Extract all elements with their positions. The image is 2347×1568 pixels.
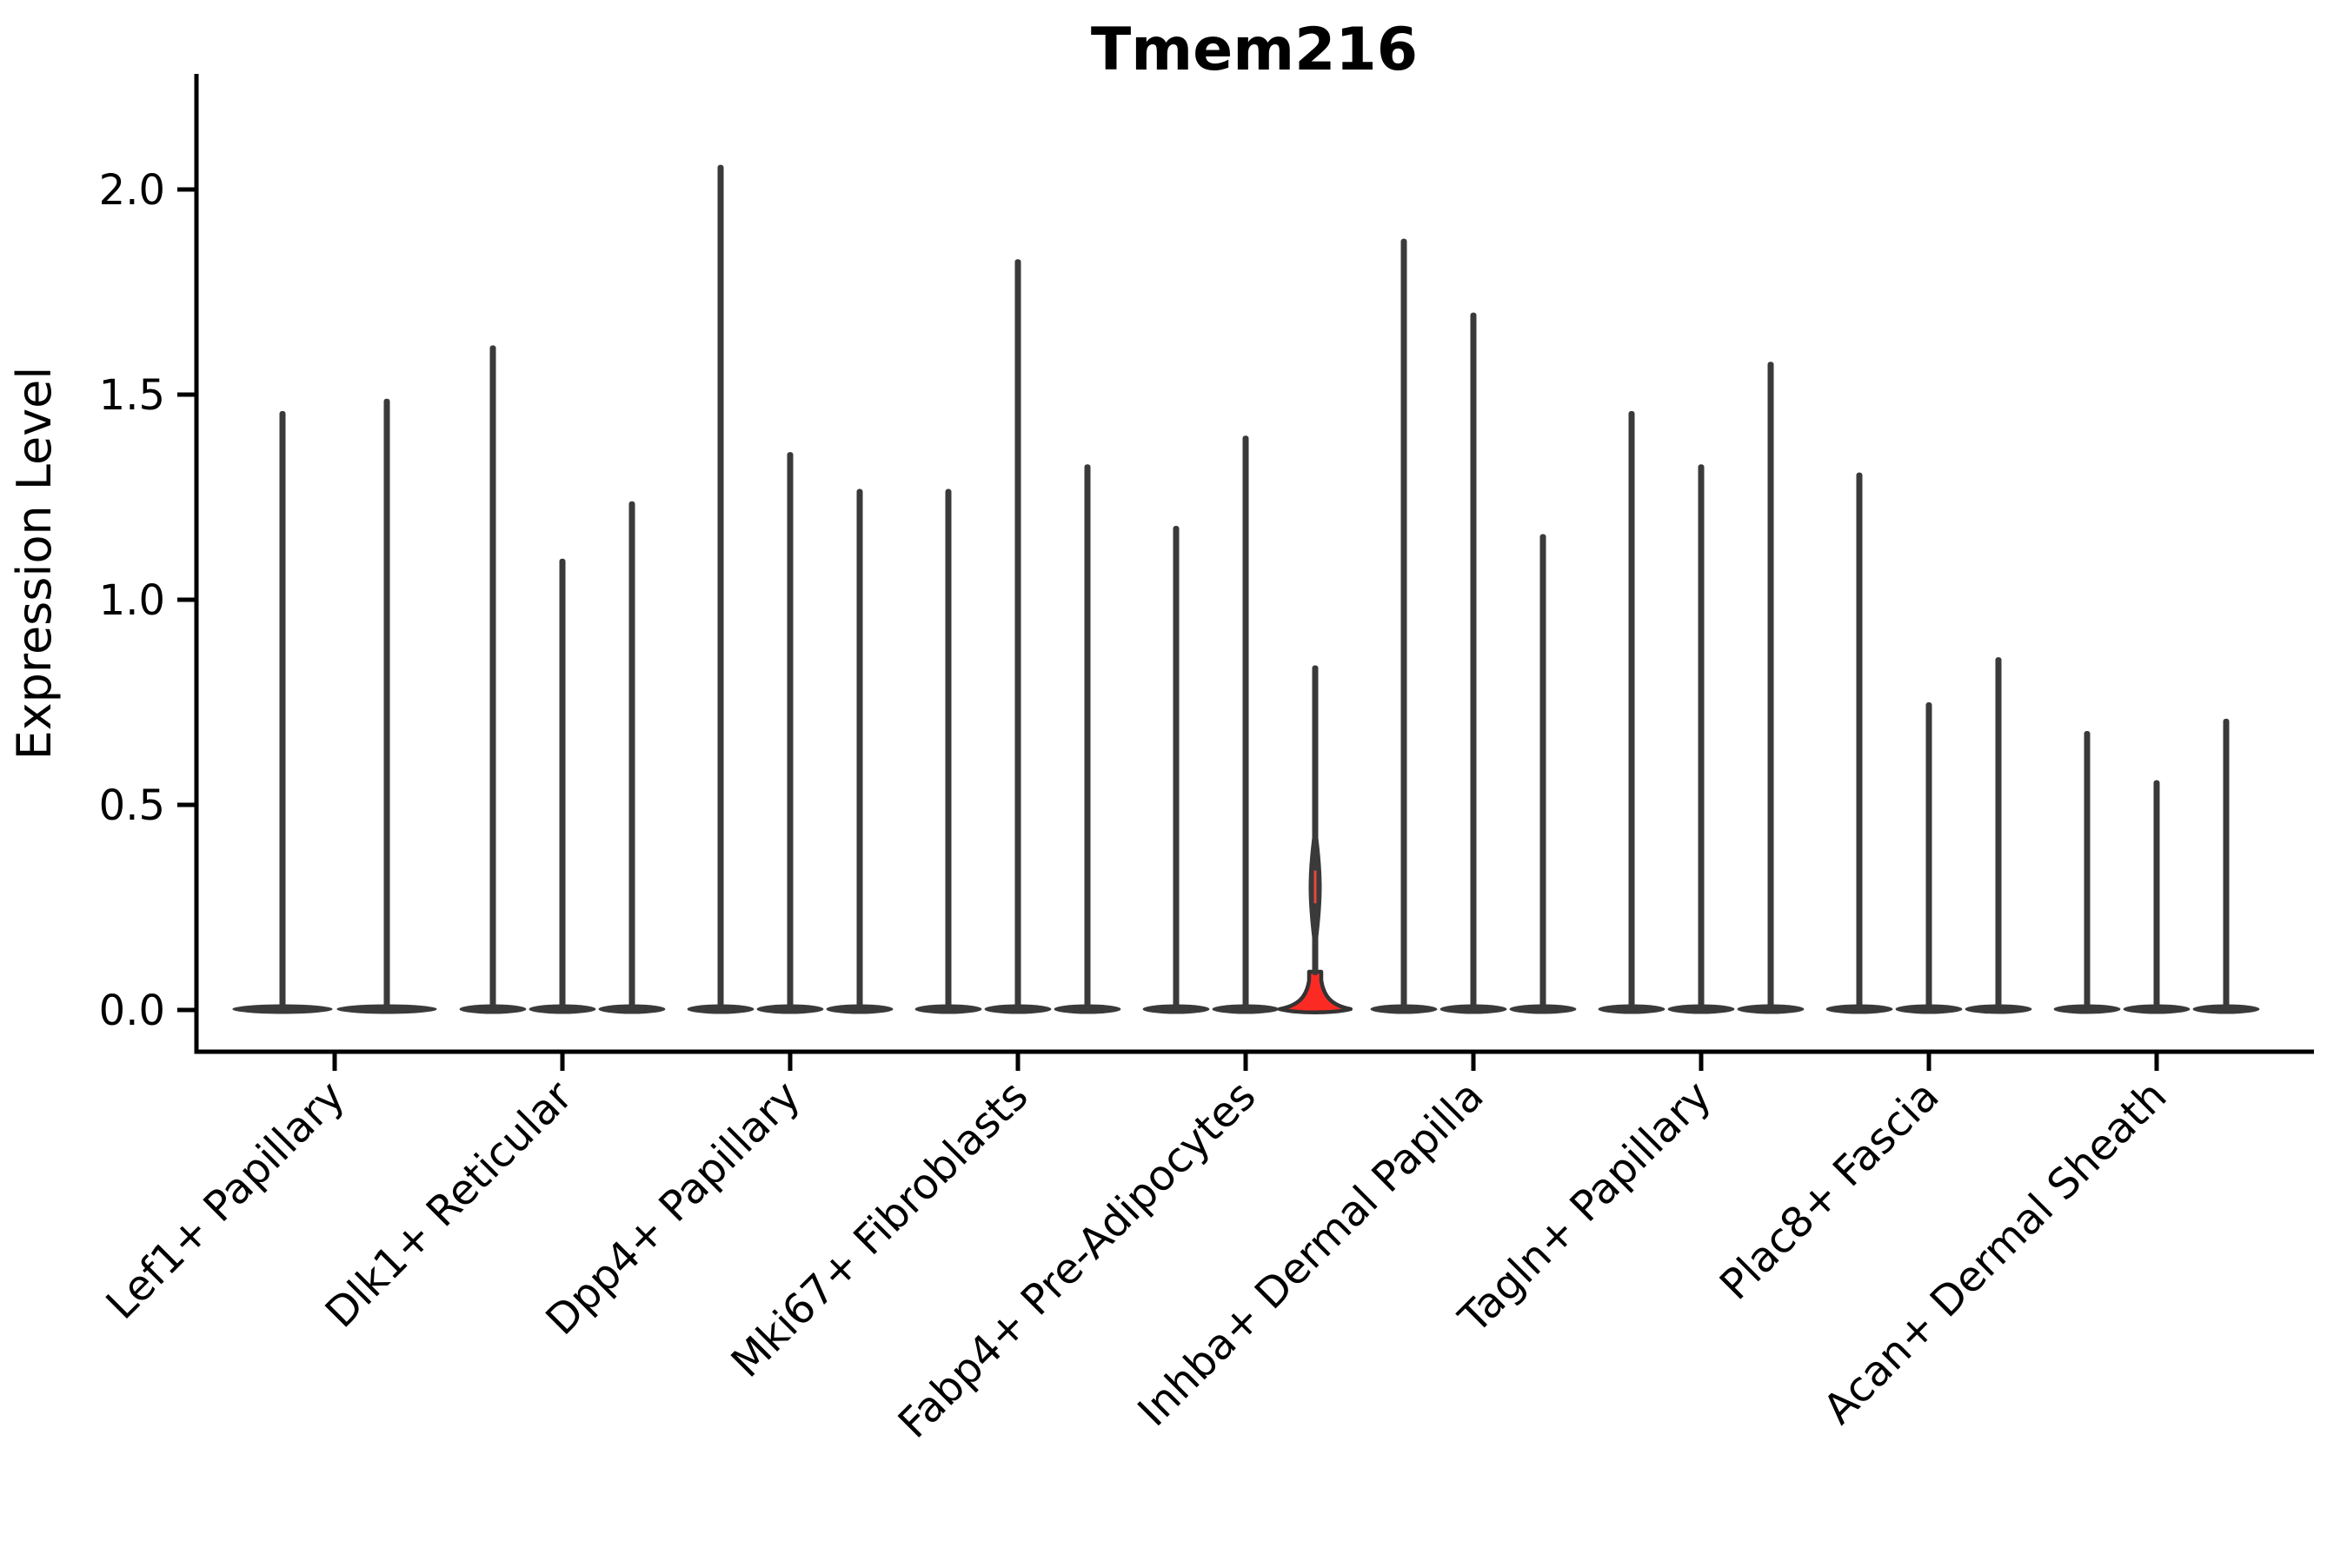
y-tick-label: 0.5 — [99, 781, 165, 830]
violin-tail — [279, 410, 286, 1013]
violin — [1054, 464, 1121, 1014]
violin — [1212, 435, 1280, 1014]
violin-tail — [1539, 534, 1546, 1013]
violin — [529, 558, 596, 1014]
y-axis-label: Expression Level — [7, 367, 62, 761]
violin — [2123, 780, 2191, 1014]
y-tick-label: 1.0 — [99, 576, 165, 625]
y-tick-label: 1.5 — [99, 371, 165, 420]
violin — [1509, 534, 1577, 1014]
violin-tail — [1925, 702, 1932, 1013]
violin — [756, 452, 824, 1014]
violin-tail — [1014, 259, 1021, 1013]
violin-tail — [1173, 526, 1180, 1013]
violin-tail — [2223, 718, 2230, 1013]
violin — [687, 164, 755, 1014]
violin — [1965, 657, 2032, 1014]
violin-tail — [1400, 238, 1407, 1013]
x-tick-label: Plac8+ Fascia — [1711, 1072, 1949, 1310]
violin — [1370, 238, 1438, 1014]
x-tick-label: Dpp4+ Papillary — [536, 1072, 809, 1345]
violin — [1142, 526, 1210, 1014]
y-tick-label: 0.0 — [99, 987, 165, 1035]
violin — [232, 410, 333, 1014]
violin-tail — [787, 452, 794, 1013]
violin-tail — [1470, 312, 1477, 1013]
chart-title: Tmem216 — [1091, 16, 1418, 84]
violin-tail — [628, 501, 635, 1013]
violin-tail — [1084, 464, 1091, 1013]
violin-tail — [1767, 362, 1774, 1013]
highlighted-violin-body — [1277, 969, 1353, 1014]
x-tick-label: Tagln+ Papillary — [1449, 1072, 1720, 1343]
violin — [2053, 731, 2121, 1014]
violin-tail — [489, 345, 496, 1013]
violin — [2192, 718, 2260, 1014]
violin-tail — [1995, 657, 2002, 1013]
y-tick-label: 2.0 — [99, 166, 165, 215]
violin-tail — [1698, 464, 1705, 1013]
violin-tail — [559, 558, 566, 1013]
violin — [984, 259, 1052, 1014]
violin-tail — [717, 164, 724, 1013]
violin-tail — [1242, 435, 1249, 1013]
violin-tail — [2084, 731, 2091, 1013]
violin — [1598, 410, 1666, 1014]
violin — [598, 501, 666, 1014]
violin — [826, 488, 894, 1014]
violin-bulge-core — [1313, 870, 1317, 904]
x-tick-label: Dlk1+ Reticular — [316, 1072, 582, 1338]
violin — [336, 398, 437, 1014]
violins — [232, 164, 2260, 1014]
violin — [459, 345, 527, 1014]
violin-tail — [1628, 410, 1635, 1013]
violin — [1439, 312, 1507, 1014]
y-axis-ticks: 0.0 0.5 1.0 1.5 2.0 — [99, 166, 196, 1035]
violin — [1737, 362, 1805, 1014]
violin-tail — [383, 398, 390, 1013]
violin — [914, 488, 982, 1014]
violin-tail — [1856, 472, 1863, 1013]
highlighted-violin — [1277, 665, 1353, 1014]
x-tick-label: Lef1+ Papillary — [97, 1072, 355, 1329]
violin-tail — [945, 488, 952, 1013]
violin — [1825, 472, 1893, 1014]
violin — [1895, 702, 1963, 1014]
violin-tail — [856, 488, 863, 1013]
violin-tail — [2153, 780, 2160, 1013]
violin — [1667, 464, 1735, 1014]
